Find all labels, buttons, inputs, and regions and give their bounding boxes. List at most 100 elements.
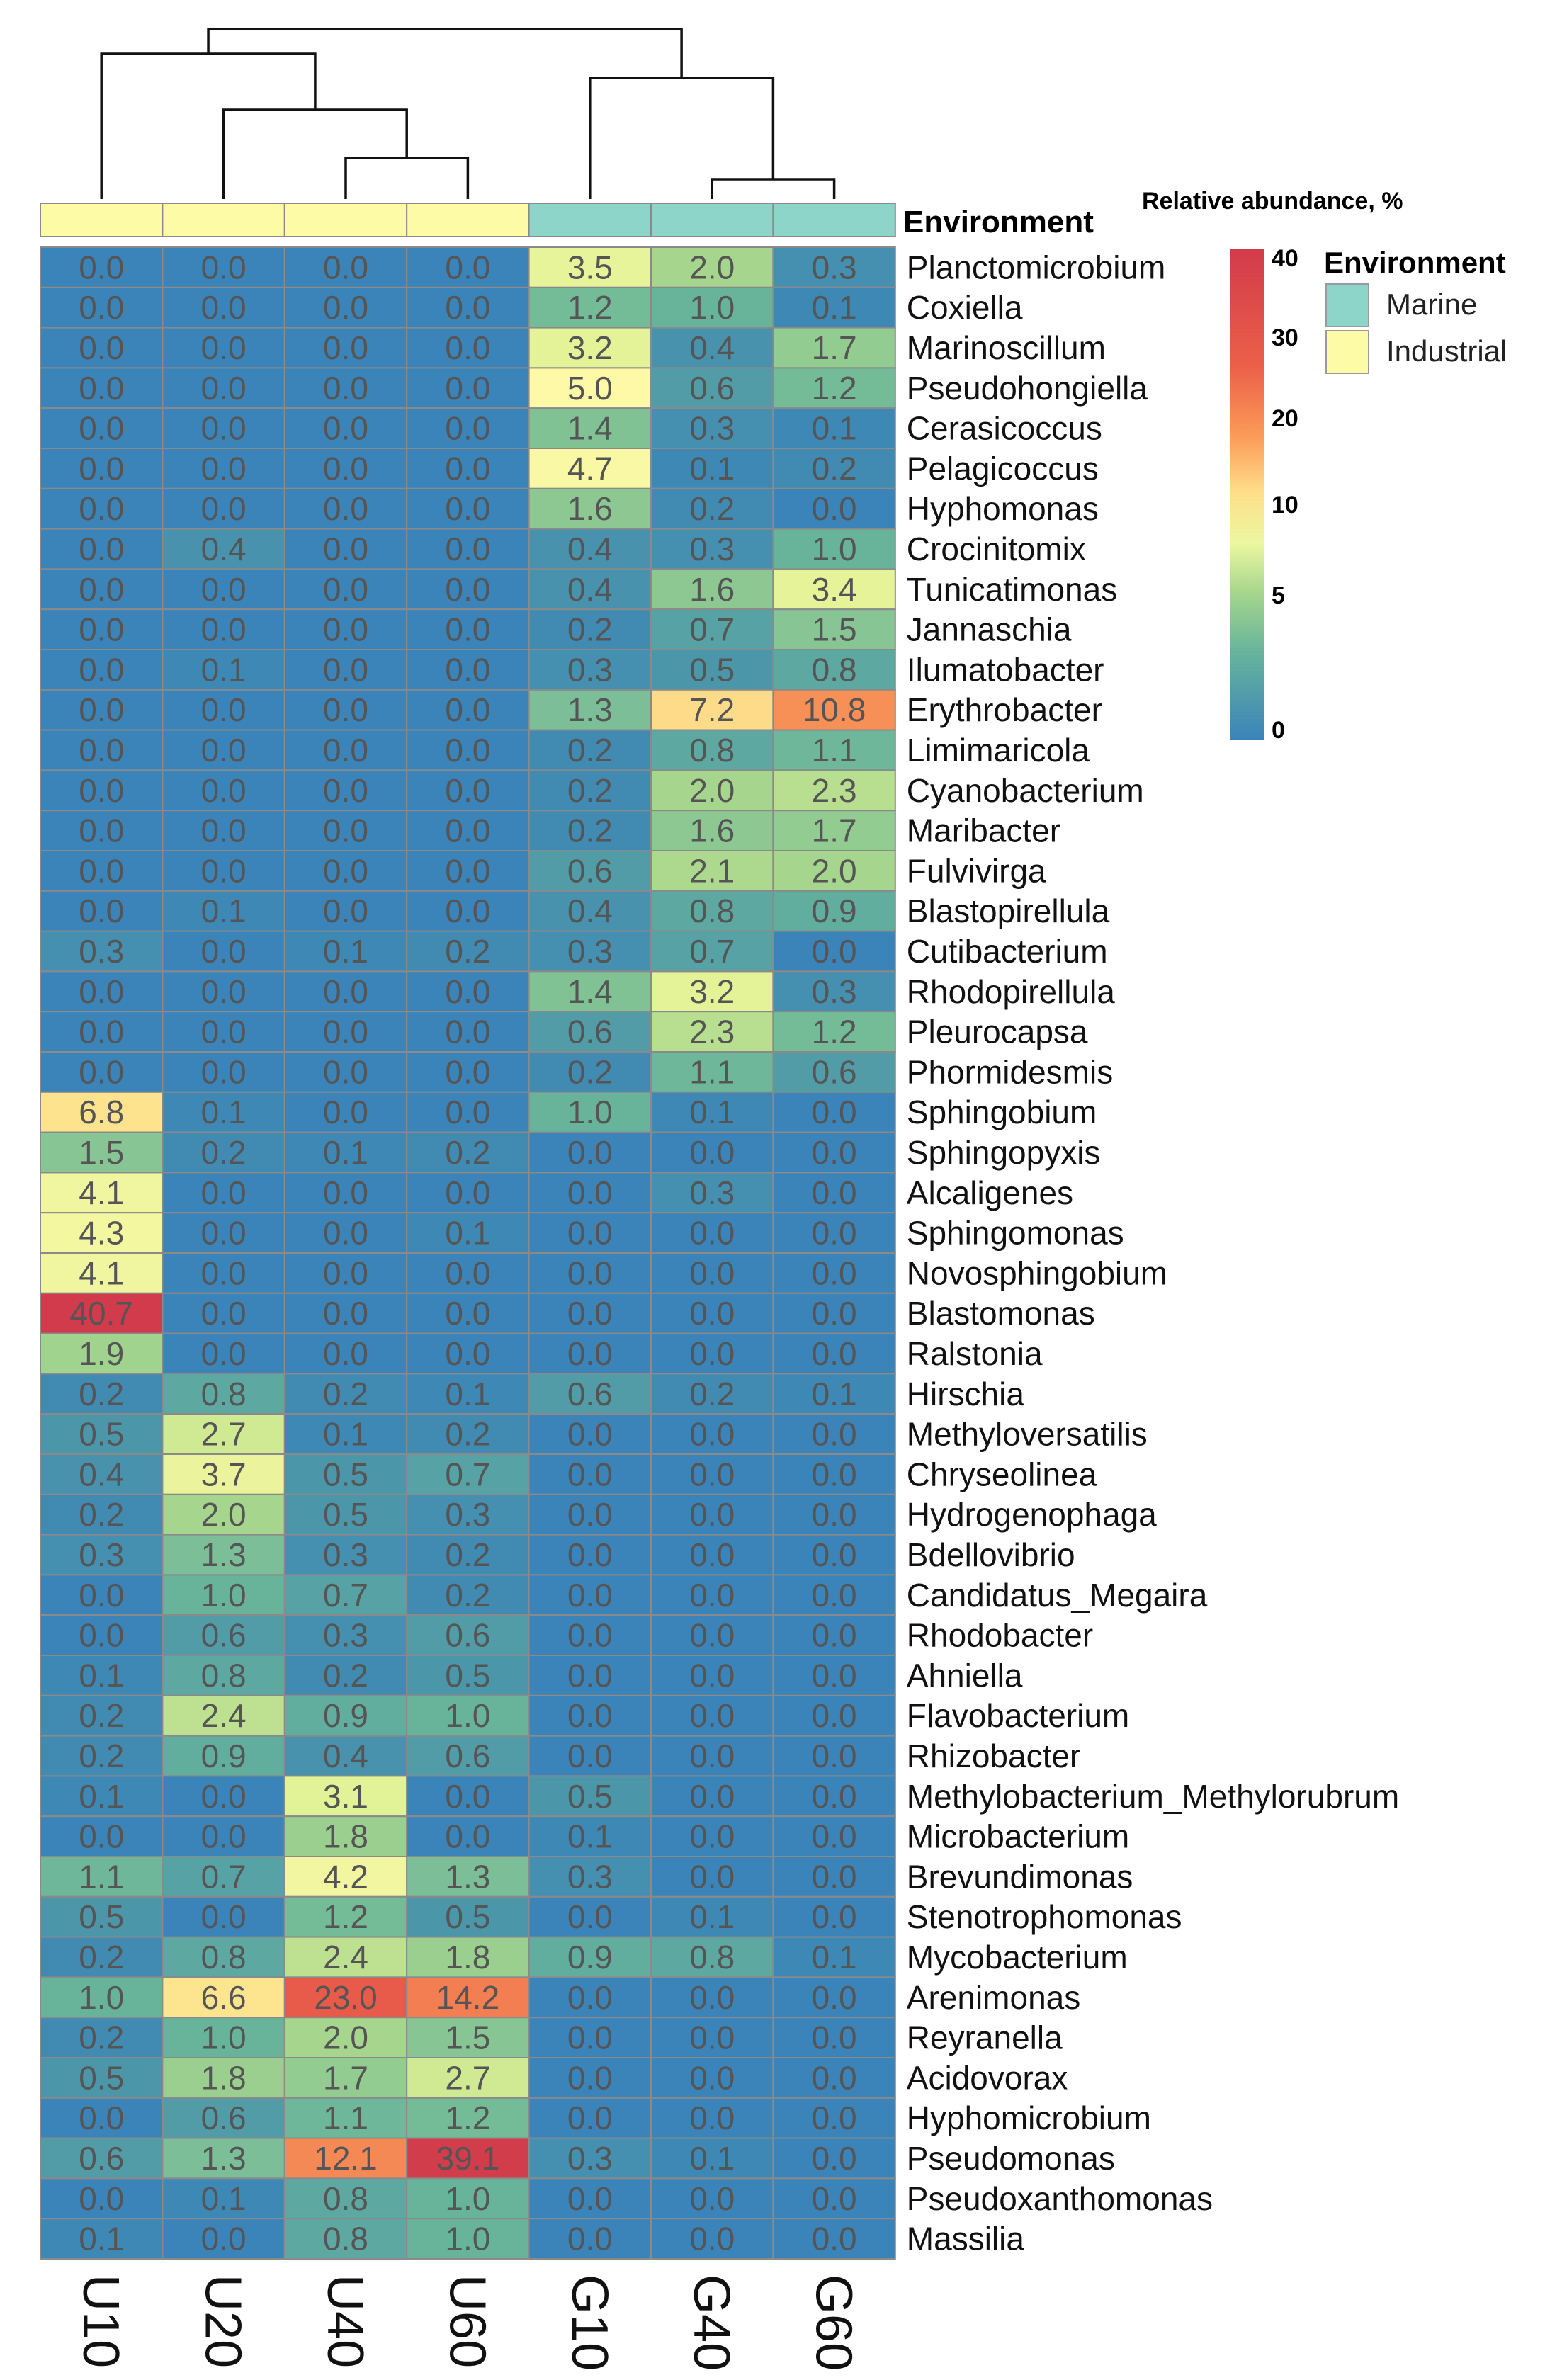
cell-value-label: 0.0 xyxy=(445,1254,490,1291)
cell-value-label: 0.2 xyxy=(201,1134,247,1171)
cell-value-label: 0.1 xyxy=(812,1376,857,1412)
heatmap-cell xyxy=(162,2017,285,2058)
row-label: Pseudohongiella xyxy=(907,370,1148,407)
heatmap-cell xyxy=(528,1091,652,1133)
column-label-G60: G60 xyxy=(805,2274,862,2371)
heatmap-cell xyxy=(650,1172,774,1214)
heatmap-cell xyxy=(406,1534,530,1576)
cell-value-label: 6.6 xyxy=(201,1979,247,2016)
cell-value-label: 0.0 xyxy=(812,1416,857,1453)
cell-value-label: 0.4 xyxy=(567,531,613,567)
cell-value-label: 0.0 xyxy=(689,2059,735,2096)
cell-value-label: 0.0 xyxy=(79,1617,124,1654)
cell-value-label: 0.0 xyxy=(812,2221,857,2257)
cell-value-label: 0.0 xyxy=(445,691,490,728)
cell-value-label: 0.1 xyxy=(689,1094,735,1130)
cell-value-label: 0.9 xyxy=(812,892,857,929)
cell-value-label: 0.0 xyxy=(79,611,124,648)
cell-value-label: 0.6 xyxy=(567,852,613,889)
cell-value-label: 1.1 xyxy=(812,732,857,769)
heatmap-cell xyxy=(650,1976,774,2019)
heatmap-cell xyxy=(528,1011,652,1053)
cell-value-label: 3.7 xyxy=(201,1456,247,1492)
heatmap-cell xyxy=(406,1131,530,1174)
cell-value-label: 0.8 xyxy=(201,1376,247,1412)
cell-value-label: 1.2 xyxy=(323,1898,368,1935)
heatmap-cell xyxy=(162,1011,285,1053)
cell-value-label: 0.0 xyxy=(689,2180,735,2217)
cell-value-label: 0.0 xyxy=(689,1979,735,2016)
cell-value-label: 1.0 xyxy=(812,531,857,567)
heatmap-cell xyxy=(650,769,774,812)
row-label: Planctomicrobium xyxy=(907,249,1166,285)
cell-value-label: 0.0 xyxy=(567,1416,613,1453)
row-label: Sphingopyxis xyxy=(907,1134,1101,1171)
cell-value-label: 0.0 xyxy=(201,249,247,285)
heatmap-cell xyxy=(283,448,408,489)
cell-value-label: 0.3 xyxy=(79,1536,124,1573)
cell-value-label: 0.0 xyxy=(323,812,368,849)
heatmap-cell xyxy=(283,1131,408,1174)
row-label: Rhodobacter xyxy=(907,1617,1093,1654)
cell-value-label: 0.2 xyxy=(79,1939,124,1976)
heatmap-cell xyxy=(283,1332,408,1375)
row-label: Stenotrophomonas xyxy=(907,1898,1182,1935)
cell-value-label: 0.0 xyxy=(812,1295,857,1332)
heatmap-cell xyxy=(406,1212,530,1254)
heatmap-cell xyxy=(650,1574,774,1616)
cell-value-label: 0.0 xyxy=(567,2059,613,2096)
heatmap-cell xyxy=(40,1614,164,1656)
heatmap-cell xyxy=(162,528,285,570)
row-label: Sphingobium xyxy=(907,1094,1097,1130)
heatmap-cell xyxy=(528,1292,652,1334)
cell-value-label: 3.1 xyxy=(323,1778,368,1815)
heatmap-cell xyxy=(772,890,896,932)
cell-value-label: 0.0 xyxy=(79,450,124,487)
cell-value-label: 0.5 xyxy=(323,1456,368,1492)
dendrogram-branch xyxy=(711,178,836,199)
cell-value-label: 0.1 xyxy=(689,1898,735,1935)
row-label: Cerasicoccus xyxy=(907,410,1102,447)
cell-value-label: 0.0 xyxy=(812,1094,857,1130)
heatmap-cell xyxy=(283,1655,408,1696)
cell-value-label: 0.0 xyxy=(445,289,490,326)
annotation-cell-G60 xyxy=(772,203,896,237)
heatmap-grid: 0.0 0.0 0.0 0.0 3.5 2.0 0.30.0 0.0 0.0 0.0 1.2 1.0 0… xyxy=(40,246,896,2260)
cell-value-label: 0.0 xyxy=(79,289,124,326)
row-label: Phormidesmis xyxy=(907,1053,1113,1090)
heatmap-cell xyxy=(406,2218,530,2260)
heatmap-cell xyxy=(40,1454,164,1495)
cell-value-label: 0.0 xyxy=(201,1254,247,1291)
heatmap-cell xyxy=(40,1936,164,1978)
dendrogram-branch xyxy=(589,76,775,199)
cell-value-label: 0.0 xyxy=(812,2059,857,2096)
heatmap-cell xyxy=(772,2218,896,2260)
cell-value-label: 0.0 xyxy=(323,1014,368,1050)
heatmap-cell xyxy=(283,1775,408,1818)
heatmap-cell xyxy=(772,367,896,409)
cell-value-label: 0.0 xyxy=(445,571,490,608)
heatmap-cell xyxy=(162,407,285,450)
cell-value-label: 0.0 xyxy=(812,1456,857,1492)
heatmap-cell xyxy=(528,2017,652,2058)
cell-value-label: 0.0 xyxy=(445,1295,490,1332)
cell-value-label: 2.1 xyxy=(689,852,735,889)
cell-value-label: 0.0 xyxy=(323,852,368,889)
cell-value-label: 1.1 xyxy=(323,2100,368,2136)
heatmap-cell xyxy=(283,1091,408,1133)
cell-value-label: 1.3 xyxy=(445,1858,490,1895)
heatmap-cell xyxy=(162,448,285,489)
cell-value-label: 0.8 xyxy=(689,1939,735,1976)
heatmap-cell xyxy=(283,1493,408,1536)
row-label: Hirschia xyxy=(907,1376,1025,1412)
row-label: Ilumatobacter xyxy=(907,651,1104,688)
heatmap-cell xyxy=(40,1775,164,1818)
cell-value-label: 0.6 xyxy=(689,370,735,407)
heatmap-cell xyxy=(162,890,285,932)
cell-value-label: 1.0 xyxy=(445,2180,490,2217)
cell-value-label: 0.7 xyxy=(323,1577,368,1614)
cell-value-label: 0.0 xyxy=(79,691,124,728)
legend-swatch-industrial xyxy=(1325,330,1369,374)
heatmap-cell xyxy=(406,286,530,329)
cell-value-label: 3.2 xyxy=(567,329,613,366)
